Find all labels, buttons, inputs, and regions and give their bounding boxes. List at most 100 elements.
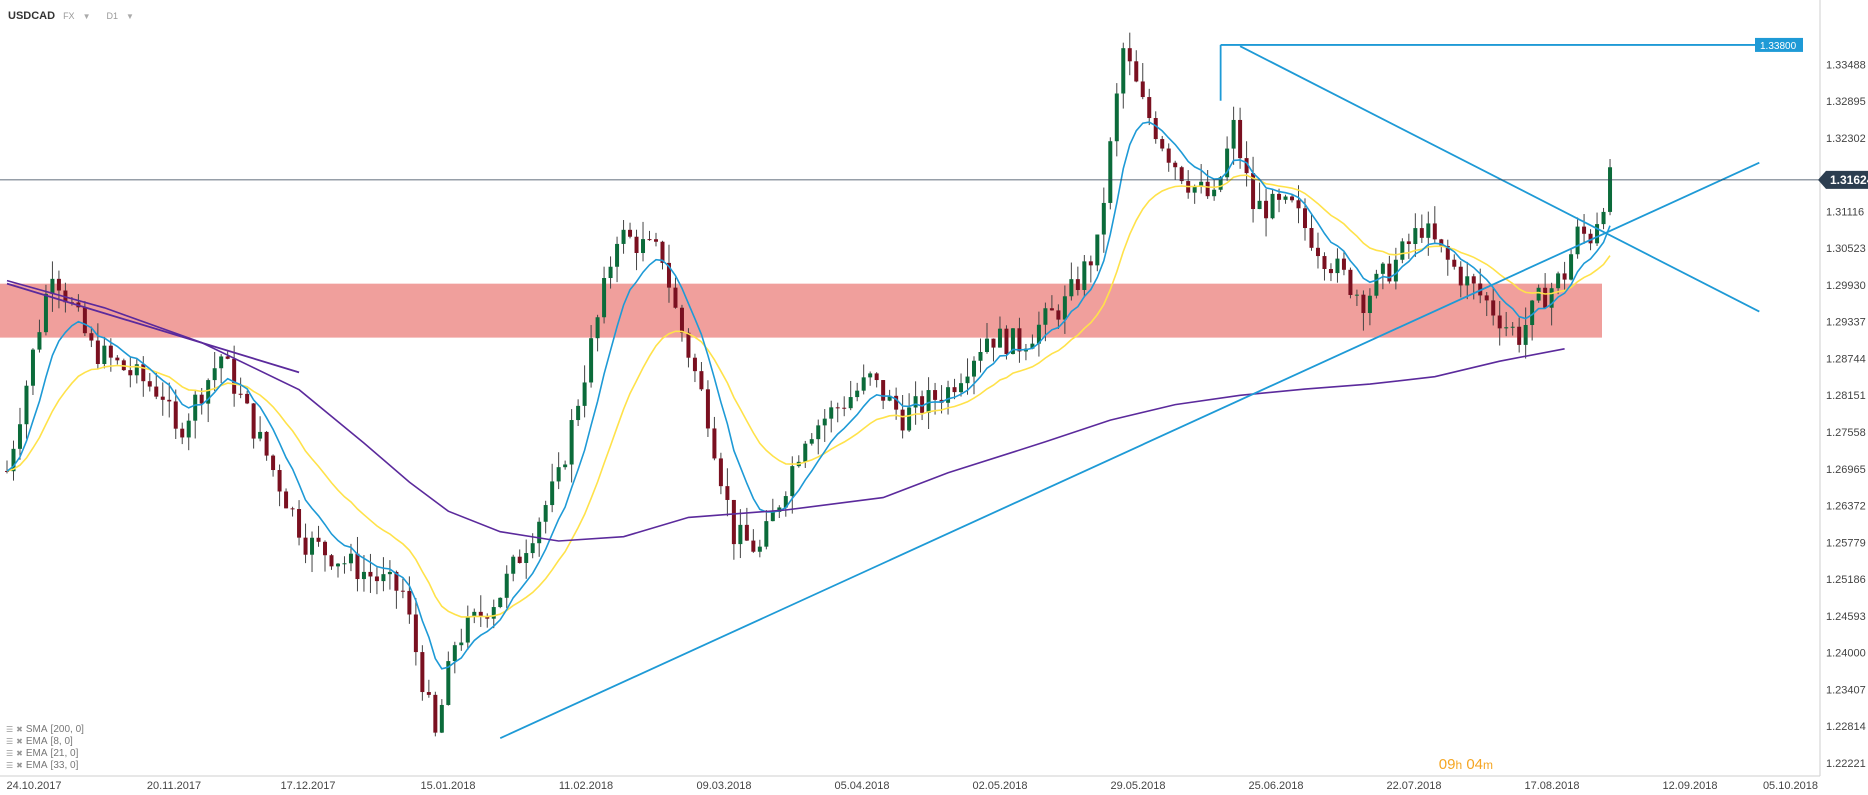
candle-body-240 — [1562, 273, 1567, 280]
candle-body-175 — [1140, 81, 1145, 98]
legend-item-ema8[interactable]: ☰ ✖ EMA [8, 0] — [6, 736, 73, 747]
candle-body-136 — [887, 395, 892, 401]
candle-body-241 — [1569, 254, 1574, 280]
candle-body-97 — [634, 236, 639, 254]
candle-body-193 — [1257, 200, 1262, 210]
candle-body-80 — [524, 553, 529, 563]
candle-body-15 — [102, 345, 107, 364]
candle-body-38 — [251, 403, 256, 439]
candle-body-51 — [335, 563, 340, 567]
indicator-legend: ☰ ✖ SMA [200, 0] ☰ ✖ EMA [8, 0] ☰ ✖ EMA [21, 0] ☰… — [6, 724, 84, 772]
symbol-label[interactable]: USDCAD — [8, 10, 56, 22]
candle-body-78 — [511, 556, 516, 574]
candle-body-24 — [160, 396, 165, 400]
candle-body-66 — [433, 694, 438, 733]
timeframe-chevron-down-icon[interactable]: ▼ — [126, 11, 134, 21]
candle-body-201 — [1309, 228, 1314, 248]
candle-body-196 — [1277, 193, 1282, 200]
candle-body-34 — [225, 356, 230, 359]
candle-body-172 — [1121, 48, 1126, 94]
candle-body-42 — [277, 470, 282, 492]
candle-body-4 — [30, 349, 35, 386]
candle-body-217 — [1413, 228, 1418, 245]
y-tick-label: 1.27558 — [1826, 427, 1866, 439]
trendline-descending — [1239, 45, 1760, 313]
candle-body-133 — [868, 373, 873, 378]
close-icon[interactable]: ✖ — [16, 737, 23, 746]
candle-body-129 — [842, 407, 847, 409]
candle-body-190 — [1238, 119, 1243, 159]
candle-body-62 — [407, 590, 412, 615]
close-icon[interactable]: ✖ — [16, 761, 23, 770]
y-tick-label: 1.24000 — [1826, 648, 1866, 660]
candle-body-209 — [1361, 294, 1366, 314]
candle-body-49 — [323, 541, 328, 556]
candle-body-6 — [43, 293, 48, 333]
list-icon: ☰ — [6, 749, 14, 758]
close-icon[interactable]: ✖ — [16, 749, 23, 758]
candle-body-140 — [913, 396, 918, 408]
candle-body-95 — [621, 229, 626, 244]
list-icon: ☰ — [6, 761, 14, 770]
candle-body-103 — [673, 287, 678, 308]
candle-body-247 — [1608, 167, 1613, 212]
candle-body-149 — [972, 360, 977, 377]
candle-body-71 — [465, 616, 470, 643]
candle-body-69 — [452, 645, 457, 662]
candle-body-226 — [1471, 276, 1476, 284]
candle-body-93 — [608, 266, 613, 279]
candle-body-211 — [1374, 273, 1379, 296]
candle-body-237 — [1543, 287, 1548, 308]
candle-body-118 — [770, 511, 775, 522]
candle-body-91 — [595, 317, 600, 339]
candle-body-154 — [1004, 328, 1009, 355]
candle-body-153 — [997, 328, 1002, 348]
candle-body-215 — [1400, 241, 1405, 260]
y-tick-label: 1.28151 — [1826, 390, 1866, 402]
candle-body-117 — [764, 521, 769, 547]
resistance-label: 1.33800 — [1760, 41, 1797, 52]
candle-body-205 — [1335, 258, 1340, 274]
candle-body-214 — [1393, 259, 1398, 282]
y-tick-label: 1.29930 — [1826, 280, 1866, 292]
x-tick-label: 11.02.2018 — [559, 780, 613, 792]
candle-body-212 — [1380, 263, 1385, 274]
legend-item-ema21[interactable]: ☰ ✖ EMA [21, 0] — [6, 748, 79, 759]
candle-body-48 — [316, 537, 321, 542]
candle-body-243 — [1582, 226, 1587, 234]
candle-body-0 — [5, 470, 9, 472]
y-tick-label: 1.25186 — [1826, 574, 1866, 586]
timeframe-label[interactable]: D1 — [106, 11, 119, 21]
candle-body-145 — [946, 387, 951, 403]
candle-body-106 — [692, 357, 697, 372]
legend-item-ema33[interactable]: ☰ ✖ EMA [33, 0] — [6, 760, 79, 771]
candle-body-123 — [803, 443, 808, 462]
candle-body-53 — [348, 553, 353, 564]
candle-body-101 — [660, 241, 665, 263]
candle-body-26 — [173, 401, 178, 429]
candle-body-197 — [1283, 196, 1288, 200]
candle-body-187 — [1218, 177, 1223, 190]
market-chevron-down-icon[interactable]: ▼ — [82, 11, 91, 21]
candle-body-67 — [439, 704, 444, 733]
x-tick-label: 17.08.2018 — [1524, 780, 1579, 792]
candle-body-55 — [361, 571, 366, 580]
market-label[interactable]: FX — [63, 11, 75, 21]
support-resistance-zone — [0, 283, 1602, 338]
candle-body-92 — [602, 278, 607, 318]
candle-body-83 — [543, 505, 548, 522]
candle-body-151 — [984, 338, 989, 352]
candle-body-207 — [1348, 269, 1353, 295]
close-icon[interactable]: ✖ — [16, 725, 23, 734]
candle-body-160 — [1043, 308, 1048, 325]
candle-body-16 — [108, 345, 113, 358]
x-tick-label: 22.07.2018 — [1386, 780, 1441, 792]
candle-body-206 — [1341, 258, 1346, 270]
candle-body-183 — [1192, 186, 1197, 193]
legend-item-sma200[interactable]: ☰ ✖ SMA [200, 0] — [6, 724, 84, 735]
candle-body-57 — [374, 576, 379, 582]
candle-body-194 — [1264, 200, 1269, 219]
candle-body-32 — [212, 368, 217, 381]
candle-body-94 — [615, 243, 620, 267]
